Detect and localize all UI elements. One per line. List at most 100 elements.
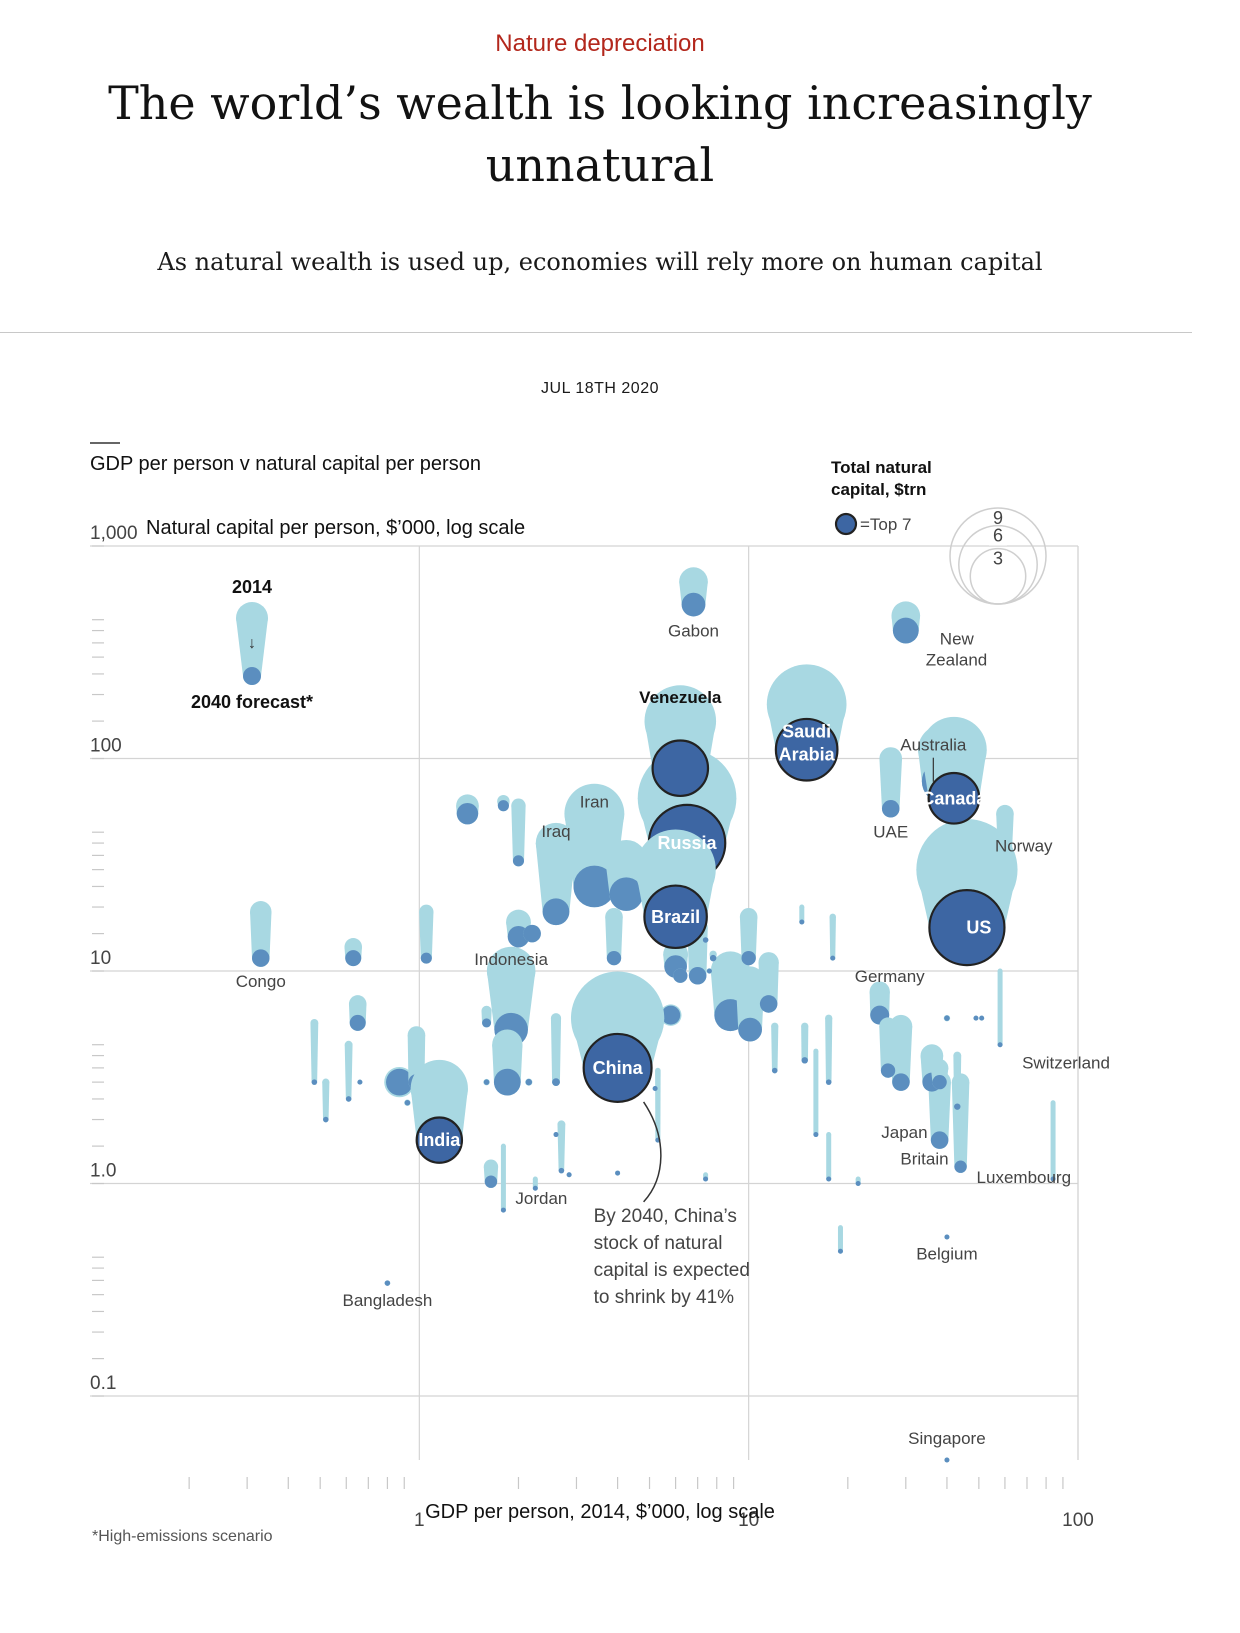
label-venezuela: Venezuela xyxy=(639,688,722,707)
bubble-india xyxy=(410,1059,468,1164)
capsule-body xyxy=(535,843,577,912)
capsule-body xyxy=(1050,1102,1056,1180)
x-axis-label: GDP per person, 2014, $’000, log scale xyxy=(425,1501,775,1523)
bubble-2014-trail xyxy=(344,1040,353,1102)
capsule-body xyxy=(655,1070,661,1141)
grid xyxy=(90,545,1079,1460)
label-jordan: Jordan xyxy=(515,1189,567,1208)
bubble-country-88 xyxy=(973,1015,979,1021)
bubble-country-30 xyxy=(419,904,434,964)
legend-size-label-bg xyxy=(989,527,1007,546)
bubble-2014-trail xyxy=(825,1014,833,1085)
y-tick-label: 1.0 xyxy=(90,1161,116,1182)
bubble-country-74 xyxy=(771,1022,779,1074)
bubble-country-80 xyxy=(837,1225,843,1254)
bubble-country-33 xyxy=(310,1018,319,1085)
legend-size-label: 3 xyxy=(993,549,1003,569)
bubble-2040 xyxy=(553,1132,559,1138)
bubble-2040 xyxy=(532,1185,538,1191)
bubble-2040 xyxy=(973,1015,979,1021)
bubble-country-76 xyxy=(801,1022,809,1064)
bubble-country-36 xyxy=(357,1079,363,1085)
bubble-2040 xyxy=(493,1068,521,1096)
bubble-2040 xyxy=(345,1096,352,1102)
label-uae: UAE xyxy=(873,823,908,842)
bubble-2040 xyxy=(813,1132,819,1138)
capsule-body xyxy=(739,916,758,959)
time-key: 2014 ↓ 2040 forecast* xyxy=(191,577,313,712)
bubble-2040 xyxy=(881,800,900,818)
y-tick-label: 10 xyxy=(90,948,111,969)
bubble-2040 xyxy=(932,1074,947,1090)
annotation-line: By 2040, China’s xyxy=(594,1206,737,1227)
capsule-body xyxy=(419,911,434,959)
label-new-zealand: New xyxy=(940,630,975,649)
bubble-2040 xyxy=(415,1116,464,1164)
label-bangladesh: Bangladesh xyxy=(343,1291,433,1310)
capsule-body xyxy=(550,1018,562,1083)
bubble-country-27 xyxy=(497,794,510,812)
bubble-2040 xyxy=(954,1160,967,1173)
y-tick-label: 0.1 xyxy=(90,1373,116,1394)
bubble-country-55 xyxy=(615,1170,621,1176)
bubble-chart: GDP per person v natural capital per per… xyxy=(90,442,1110,1530)
label-canada: Canada xyxy=(921,788,987,808)
label-brazil: Brazil xyxy=(651,907,700,927)
bubble-country-28 xyxy=(511,798,526,867)
label-india: India xyxy=(418,1130,461,1150)
label-china: China xyxy=(593,1058,644,1078)
bubble-country-37 xyxy=(384,1066,415,1098)
capsule-body xyxy=(557,1124,566,1171)
label-saudi-arabia: Saudi xyxy=(782,722,831,742)
label-iran: Iran xyxy=(580,793,609,812)
legend-size-ring xyxy=(969,547,1027,605)
bubble-2040 xyxy=(1050,1176,1056,1182)
bubble-2014-trail xyxy=(550,1013,562,1087)
bubble-2014-trail xyxy=(813,1048,819,1138)
label-line2: Arabia xyxy=(779,745,836,765)
bubble-country-64 xyxy=(660,1004,682,1026)
bubble-2040 xyxy=(525,1078,533,1086)
bubble-2040 xyxy=(928,889,1006,967)
bubble-country-72 xyxy=(739,908,758,966)
label-line2: Zealand xyxy=(926,651,987,670)
bubble-2040 xyxy=(944,1015,950,1021)
china-annotation: By 2040, China’s stock of natural capital … xyxy=(594,1101,750,1308)
chart-title: GDP per person v natural capital per per… xyxy=(90,453,481,475)
bubble-2040 xyxy=(880,1063,896,1078)
bubble-2040 xyxy=(483,1079,490,1085)
bubble-country-60 xyxy=(652,1085,658,1091)
bubble-country-48 xyxy=(550,1013,562,1087)
bubble-2040 xyxy=(651,739,710,798)
bubble-new-zealand xyxy=(891,601,921,644)
bubble-2040 xyxy=(573,865,616,908)
bubble-2014-trail xyxy=(997,968,1003,1048)
capsule-body xyxy=(532,1179,538,1189)
bubble-congo xyxy=(250,901,272,967)
bubble-country-73 xyxy=(758,952,779,1013)
bubble-bangladesh xyxy=(384,1280,391,1286)
bubble-canada xyxy=(921,716,987,825)
capsule-body xyxy=(829,916,836,959)
bubble-2014-trail xyxy=(826,1132,832,1182)
label-britain: Britain xyxy=(900,1150,948,1169)
bubble-2040 xyxy=(703,1176,709,1182)
bubble-jordan xyxy=(500,1143,506,1213)
bubble-2040 xyxy=(512,855,525,867)
bubble-2040 xyxy=(482,1018,492,1028)
bubble-2040 xyxy=(484,1175,498,1188)
bubble-2040 xyxy=(606,950,622,966)
capsule-body xyxy=(879,1026,897,1071)
bubble-2014-trail xyxy=(557,1120,566,1174)
bubble-2040 xyxy=(323,1116,329,1123)
bubble-country-56 xyxy=(605,908,623,966)
annotation-line: to shrink by 41% xyxy=(594,1287,735,1308)
legend-title-line1: Total natural xyxy=(831,458,932,477)
x-tick-label: 10 xyxy=(738,1510,759,1530)
capsule-body xyxy=(758,962,779,1004)
bubble-2014-trail xyxy=(771,1022,779,1074)
label-congo: Congo xyxy=(236,972,286,991)
bubble-country-83 xyxy=(879,1017,897,1078)
standfirst: As natural wealth is used up, economies … xyxy=(157,248,1043,276)
bubble-2040 xyxy=(830,955,836,961)
